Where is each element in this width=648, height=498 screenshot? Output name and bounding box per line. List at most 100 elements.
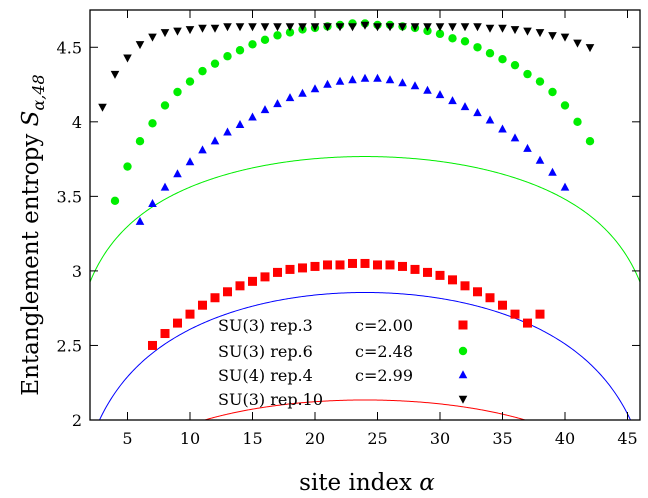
data-point [235,23,245,32]
data-point [560,101,570,110]
data-point [260,35,270,45]
data-point [223,127,232,136]
y-tick-label: 2.5 [57,336,82,355]
data-point [573,117,582,127]
data-point [335,23,345,32]
y-tick-label: 4.5 [57,38,82,57]
data-point [535,29,545,38]
fit-curve [203,399,527,420]
fit-curve [90,156,640,283]
data-point [498,124,507,133]
data-point [435,29,445,39]
legend-label: SU(3) rep.3 [218,316,313,335]
legend-marker [458,395,468,404]
data-point [435,90,445,99]
data-point [510,133,520,142]
data-point [385,23,395,32]
data-markers [98,19,595,350]
data-point [248,40,257,49]
data-point [210,293,220,303]
data-point [460,23,470,32]
legend-label: SU(4) rep.4 [218,366,313,385]
data-point [560,182,570,191]
data-point [423,85,432,94]
data-point [298,88,307,97]
data-point [323,260,332,270]
data-point [398,78,407,87]
data-point [360,21,370,30]
data-point [298,263,307,273]
x-tick-label: 35 [492,429,512,448]
data-point [198,66,207,76]
data-point [473,287,482,297]
data-point [448,23,457,32]
data-point [198,145,207,154]
data-point [473,23,482,32]
x-tick-label: 25 [367,429,387,448]
data-point [210,24,220,33]
x-axis-label: site index α [299,470,435,496]
data-point [185,26,195,35]
data-point [285,28,295,37]
data-point [385,260,395,270]
legend-c-value: c=2.99 [355,366,413,385]
data-point [223,287,232,297]
legend-c-value: c=2.00 [355,316,413,335]
data-point [98,103,107,112]
data-point [360,73,370,82]
data-point [373,73,382,82]
data-point [573,39,582,48]
data-point [148,33,157,42]
data-point [498,24,507,33]
data-point [410,81,420,90]
data-point [460,281,470,291]
data-point [273,31,282,40]
data-point [410,264,420,274]
data-point [373,260,382,270]
data-point [473,43,482,52]
legend: SU(3) rep.3 c=2.00 SU(3) rep.6 c=2.48 SU(4) … [218,316,468,409]
data-point [123,162,132,171]
y-axis-label: Entanglement entropy Sα,48 [18,74,48,395]
axis-ticks [90,10,640,421]
data-point [223,23,232,32]
data-point [260,272,270,282]
data-point [135,216,145,225]
data-point [310,23,320,32]
data-point [235,120,245,128]
data-point [185,157,195,166]
data-point [185,77,195,86]
data-point [323,23,332,32]
data-point [285,93,295,102]
data-point [185,309,195,319]
data-point [248,112,257,121]
data-point [160,101,170,110]
data-point [148,340,157,350]
data-point [335,76,345,85]
data-point [348,75,357,84]
data-point [160,29,170,38]
data-point [398,261,407,271]
data-point [235,46,245,55]
data-point [285,23,295,32]
data-point [123,54,132,63]
data-point [248,23,257,32]
x-tick-label: 10 [180,429,200,448]
data-point [135,137,145,146]
x-tick-label: 15 [242,429,262,448]
x-tick-label: 40 [555,429,575,448]
data-point [548,87,557,97]
data-point [310,261,320,271]
data-point [523,69,532,79]
data-point [198,24,207,33]
data-point [323,79,332,88]
data-point [173,87,182,97]
data-point [373,23,382,32]
legend-marker [458,320,468,330]
data-point [498,55,507,64]
x-tick-label: 5 [122,429,132,448]
data-point [148,199,157,208]
data-point [273,99,282,108]
data-point [510,26,520,35]
data-point [285,264,295,274]
